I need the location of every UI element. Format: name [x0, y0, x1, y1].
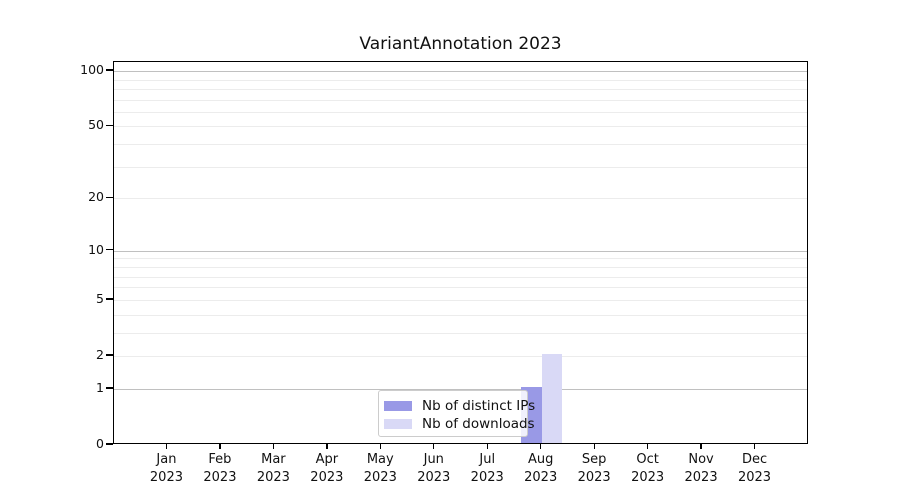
y-gridline-major-10: [114, 250, 807, 252]
y-gridline-minor-60: [114, 111, 807, 113]
x-tick-mark-aug-2023: [540, 444, 542, 449]
y-tick-label-0: 0: [96, 436, 104, 451]
legend-swatch-distinct-ips: [384, 401, 412, 411]
y-gridline-minor-4: [114, 314, 807, 316]
y-gridline-minor-6: [114, 287, 807, 289]
x-tick-label-dec-2023: Dec 2023: [737, 452, 772, 485]
x-tick-mark-nov-2023: [700, 444, 702, 449]
legend-item-distinct-ips: Nb of distinct IPs: [384, 397, 535, 415]
x-tick-label-apr-2023: Apr 2023: [310, 452, 344, 485]
x-tick-label-jun-2023: Jun 2023: [417, 452, 451, 485]
x-tick-label-oct-2023: Oct 2023: [631, 452, 665, 485]
bar-nb-of-downloads-aug-2023: [541, 354, 563, 443]
x-tick-label-feb-2023: Feb 2023: [203, 452, 237, 485]
y-tick-mark-1: [106, 387, 113, 389]
x-tick-mark-mar-2023: [272, 444, 275, 449]
x-tick-mark-oct-2023: [647, 444, 649, 449]
y-tick-mark-100: [106, 69, 113, 71]
x-tick-mark-sep-2023: [593, 444, 595, 449]
x-tick-mark-feb-2023: [219, 444, 221, 449]
legend-item-downloads: Nb of downloads: [384, 415, 535, 433]
legend-swatch-downloads: [384, 419, 412, 429]
y-gridline-minor-80: [114, 88, 807, 90]
y-gridline-major-100: [114, 71, 807, 73]
x-tick-label-nov-2023: Nov 2023: [684, 452, 718, 485]
x-tick-mark-apr-2023: [326, 444, 328, 449]
x-tick-label-jul-2023: Jul 2023: [470, 452, 504, 485]
y-tick-mark-20: [106, 196, 113, 199]
y-tick-mark-50: [106, 124, 113, 127]
y-tick-mark-5: [106, 298, 113, 300]
y-gridline-minor-9: [114, 258, 807, 260]
y-gridline-minor-70: [114, 99, 807, 101]
y-gridline-minor-50: [114, 126, 807, 128]
y-tick-label-100: 100: [80, 62, 104, 78]
chart-title: VariantAnnotation 2023: [359, 34, 562, 54]
legend-label-distinct-ips: Nb of distinct IPs: [422, 398, 536, 414]
y-gridline-minor-40: [114, 144, 807, 146]
y-gridline-minor-30: [114, 166, 807, 168]
x-tick-label-jan-2023: Jan 2023: [149, 452, 183, 485]
y-tick-mark-10: [106, 249, 113, 251]
y-tick-mark-2: [106, 354, 113, 356]
x-tick-mark-may-2023: [379, 444, 381, 449]
y-tick-label-50: 50: [88, 117, 104, 133]
y-tick-label-2: 2: [96, 346, 104, 362]
y-gridline-minor-2: [114, 355, 807, 357]
y-gridline-major-1: [114, 388, 807, 390]
y-gridline-minor-3: [114, 332, 807, 334]
y-tick-label-20: 20: [88, 189, 104, 205]
x-tick-label-sep-2023: Sep 2023: [577, 452, 611, 485]
y-tick-label-1: 1: [96, 379, 104, 395]
x-tick-label-may-2023: May 2023: [363, 452, 397, 485]
legend-label-downloads: Nb of downloads: [422, 416, 535, 432]
x-tick-mark-jun-2023: [433, 444, 435, 449]
legend: Nb of distinct IPs Nb of downloads: [378, 390, 535, 437]
x-tick-mark-jan-2023: [165, 444, 168, 449]
x-tick-mark-dec-2023: [753, 444, 756, 449]
plot-area: [113, 61, 808, 444]
y-gridline-minor-90: [114, 79, 807, 81]
y-tick-label-5: 5: [96, 290, 104, 306]
x-tick-mark-jul-2023: [486, 444, 488, 449]
y-tick-label-10: 10: [88, 241, 104, 257]
y-gridline-minor-8: [114, 266, 807, 268]
x-tick-label-mar-2023: Mar 2023: [256, 452, 290, 485]
y-gridline-minor-5: [114, 299, 807, 301]
y-gridline-minor-20: [114, 198, 807, 200]
x-tick-label-aug-2023: Aug 2023: [524, 452, 558, 485]
y-gridline-minor-7: [114, 276, 807, 278]
y-tick-mark-0: [106, 443, 113, 445]
